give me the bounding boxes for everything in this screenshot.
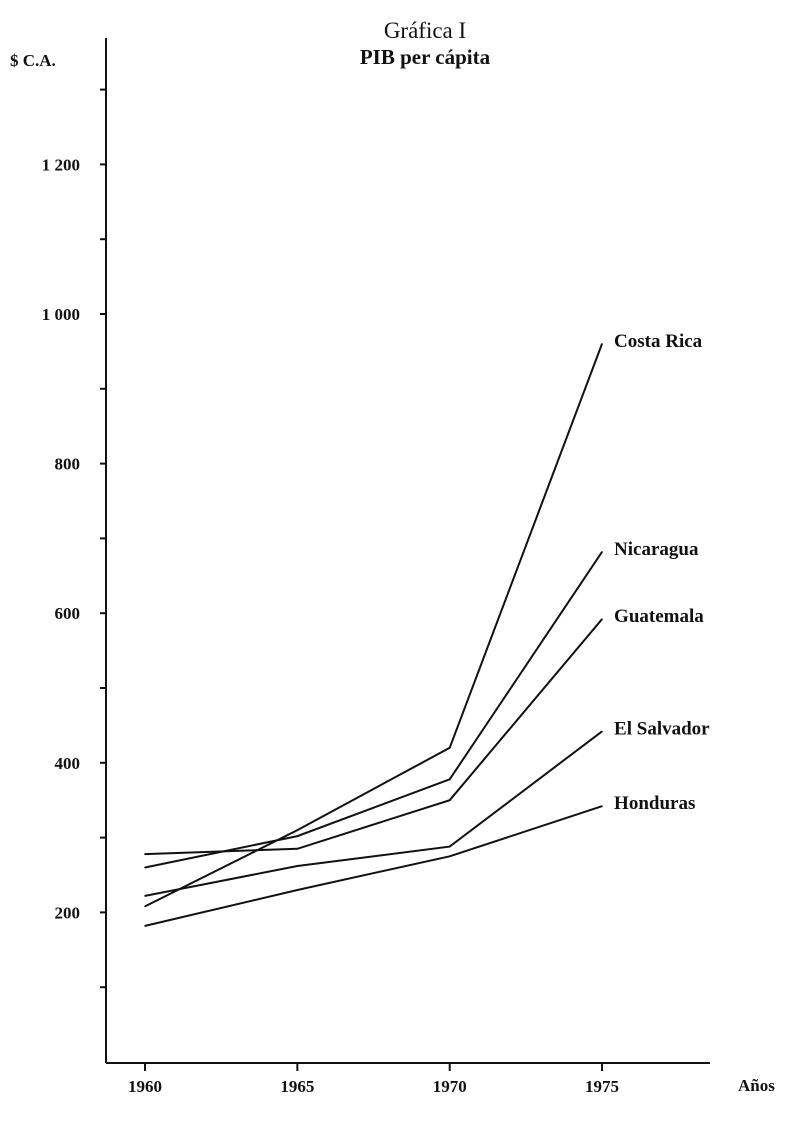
x-tick-label: 1970 [433,1077,467,1096]
data-point-costa-rica [144,905,146,908]
x-tick-label: 1965 [280,1077,314,1096]
x-tick-label: 1960 [128,1077,162,1096]
y-tick-label: 800 [55,455,81,474]
y-axis-ticks: 200 400 600 800 1 000 1 200 [42,88,106,989]
data-point-guatemala [296,848,299,850]
y-tick-label: 200 [55,903,81,922]
series-label-nicaragua: Nicaragua [614,539,699,560]
chart-title: Gráfica I [384,18,466,43]
data-point-honduras [296,889,299,891]
data-point-el-salvador [448,845,451,848]
series-label-honduras: Honduras [614,793,695,814]
y-tick-label: 600 [55,604,81,623]
data-point-nicaragua [144,866,146,869]
data-point-nicaragua [448,778,451,781]
data-point-guatemala [448,799,451,801]
data-point-honduras [144,925,146,927]
y-tick-label: 1 200 [42,155,80,174]
series-line-nicaragua [144,551,603,869]
y-axis-label: $ C.A. [10,51,56,70]
data-point-honduras [601,805,603,807]
series-label-el-salvador: El Salvador [614,718,710,739]
data-point-costa-rica [296,829,299,831]
x-tick-label: 1975 [585,1077,619,1096]
series-line-el-salvador [144,730,603,897]
series-label-costa-rica: Costa Rica [614,331,703,352]
x-axis-label: Años [738,1076,775,1095]
series-line-costa-rica [144,343,603,908]
data-point-el-salvador [601,730,603,733]
series-line-guatemala [144,618,603,856]
chart-subtitle: PIB per cápita [360,45,491,69]
data-point-el-salvador [144,895,146,897]
y-tick-label: 400 [55,754,81,773]
data-point-guatemala [601,618,603,620]
data-point-guatemala [144,853,146,855]
data-point-nicaragua [296,835,299,837]
y-tick-label: 1 000 [42,305,80,324]
data-point-honduras [448,855,451,858]
data-point-costa-rica [601,343,603,345]
series-lines: Costa Rica Nicaragua Guatemala El Salvador H… [144,331,710,927]
data-point-costa-rica [448,747,451,749]
data-point-el-salvador [296,865,299,867]
x-axis-ticks: 1960 1965 1970 1975 [128,1063,619,1096]
series-line-honduras [144,805,603,927]
series-label-guatemala: Guatemala [614,606,704,627]
data-point-nicaragua [601,551,603,553]
